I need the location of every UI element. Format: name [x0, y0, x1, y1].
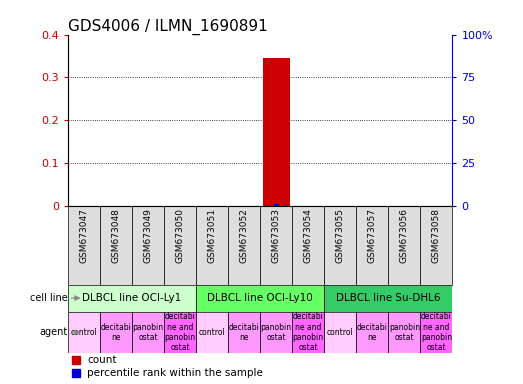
Text: GSM673054: GSM673054 — [304, 209, 313, 263]
Text: percentile rank within the sample: percentile rank within the sample — [87, 368, 263, 378]
Text: GSM673056: GSM673056 — [400, 209, 409, 263]
Text: GSM673055: GSM673055 — [336, 209, 345, 263]
Text: decitabi
ne: decitabi ne — [100, 323, 131, 342]
Text: GSM673057: GSM673057 — [368, 209, 377, 263]
Bar — [260, 206, 292, 285]
Bar — [292, 206, 324, 285]
Bar — [228, 311, 260, 353]
Text: GSM673049: GSM673049 — [144, 209, 153, 263]
Text: panobin
ostat: panobin ostat — [260, 323, 292, 342]
Bar — [100, 311, 132, 353]
Text: decitabi
ne: decitabi ne — [229, 323, 259, 342]
Text: DLBCL line OCI-Ly10: DLBCL line OCI-Ly10 — [207, 293, 313, 303]
Text: cell line: cell line — [30, 293, 68, 303]
Text: decitabi
ne and
panobin
ostat: decitabi ne and panobin ostat — [421, 312, 452, 353]
Text: control: control — [71, 328, 97, 337]
Text: control: control — [327, 328, 354, 337]
Bar — [100, 206, 132, 285]
Text: decitabi
ne and
panobin
ostat: decitabi ne and panobin ostat — [165, 312, 196, 353]
Bar — [388, 206, 420, 285]
Text: count: count — [87, 355, 117, 365]
Bar — [164, 311, 196, 353]
Text: GSM673047: GSM673047 — [79, 209, 88, 263]
Bar — [274, 204, 279, 206]
Text: decitabi
ne: decitabi ne — [357, 323, 388, 342]
Bar — [324, 206, 356, 285]
Text: agent: agent — [40, 328, 68, 338]
Bar — [420, 206, 452, 285]
Bar — [292, 311, 324, 353]
Bar — [132, 206, 164, 285]
Text: decitabi
ne and
panobin
ostat: decitabi ne and panobin ostat — [293, 312, 324, 353]
Bar — [68, 206, 100, 285]
Bar — [196, 311, 228, 353]
Bar — [196, 285, 324, 311]
Bar — [420, 311, 452, 353]
Text: GSM673052: GSM673052 — [240, 209, 248, 263]
Bar — [356, 206, 388, 285]
Text: panobin
ostat: panobin ostat — [132, 323, 164, 342]
Bar — [196, 206, 228, 285]
Text: DLBCL line OCI-Ly1: DLBCL line OCI-Ly1 — [83, 293, 181, 303]
Bar — [68, 311, 100, 353]
Text: GSM673058: GSM673058 — [432, 209, 441, 263]
Bar — [260, 311, 292, 353]
Bar — [356, 311, 388, 353]
Bar — [228, 206, 260, 285]
Text: GSM673048: GSM673048 — [111, 209, 120, 263]
Text: GSM673053: GSM673053 — [272, 209, 281, 263]
Bar — [68, 285, 196, 311]
Text: GSM673051: GSM673051 — [208, 209, 217, 263]
Text: GDS4006 / ILMN_1690891: GDS4006 / ILMN_1690891 — [68, 18, 268, 35]
Text: GSM673050: GSM673050 — [176, 209, 185, 263]
Bar — [164, 206, 196, 285]
Text: panobin
ostat: panobin ostat — [389, 323, 420, 342]
Text: DLBCL line Su-DHL6: DLBCL line Su-DHL6 — [336, 293, 440, 303]
Bar — [132, 311, 164, 353]
Bar — [324, 311, 356, 353]
Bar — [324, 285, 452, 311]
Bar — [263, 58, 290, 206]
Bar — [388, 311, 420, 353]
Text: control: control — [199, 328, 225, 337]
